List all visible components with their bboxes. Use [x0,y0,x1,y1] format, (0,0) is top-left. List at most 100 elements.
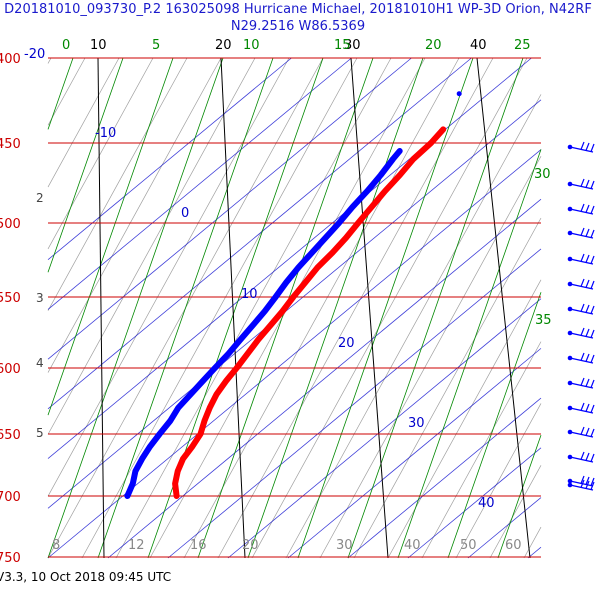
wind-barb-flag [580,327,585,336]
mixing-ratio-label: 25 [514,38,531,53]
moist-adiabat-line [47,57,352,310]
bottom-temperature-label: 50 [460,538,477,553]
wind-barb-flag [580,475,585,484]
dry-adiabat-line [353,217,542,559]
height-km-label: 3 [36,291,44,305]
wind-barb-flag [585,378,590,387]
mixing-ratio-line [247,57,424,559]
dry-adiabat-line [455,403,542,559]
moist-adiabat-line [47,57,292,261]
wind-barb-flag [590,453,595,462]
moist-adiabat-line [167,248,542,559]
mixing-ratio-label: 10 [243,38,260,53]
wind-barb-flag [585,228,590,237]
mixing-ratio-label: 15 [334,38,351,53]
dry-adiabat-line [47,57,120,188]
moist-adiabat-line [47,57,412,360]
wind-barb-flag [590,428,595,437]
wind-barbs [567,141,595,491]
wind-barb-flag [585,179,590,188]
wind-barb-icon [567,451,595,463]
wind-barb-icon [567,203,595,215]
dry-adiabat-line [47,57,256,435]
wind-barb-icon [567,377,595,389]
dry-adiabat-line [183,57,460,559]
wind-barb-flag [590,229,595,238]
mixing-ratio-label: 30 [534,167,551,182]
mixing-ratio-line [47,57,74,130]
top-isotherm-label: 40 [470,38,487,53]
wind-barb-flag [590,329,595,338]
mixing-ratio-label: 35 [535,313,552,328]
isobar-lines [48,57,541,558]
wind-barb-flag [590,354,595,363]
dry-adiabat-line [115,57,392,559]
bottom-temperature-label: 40 [404,538,421,553]
mixing-ratio-line [97,57,274,559]
height-km-label: 4 [36,356,44,370]
pressure-tick-label: 600 [0,362,21,377]
wind-barb-flag [585,204,590,213]
moist-adiabat-line [347,397,542,559]
wind-barb-flag [580,352,585,361]
pressure-tick-label: 450 [0,137,21,152]
dry-adiabat-line [47,57,86,126]
wind-barb-flag [585,304,590,313]
moist-adiabat-label: 10 [241,287,258,302]
dry-adiabat-line [251,57,528,559]
moist-adiabat-line [287,348,542,559]
wind-barb-icon [567,426,595,438]
pressure-tick-label: 550 [0,291,21,306]
sounding-series [124,91,462,499]
top-isotherm-label: 20 [215,38,232,53]
chart-subtitle: N29.2516 W86.5369 [230,19,366,34]
pressure-tick-label: 400 [0,52,21,67]
dry-adiabat-lines [47,57,542,559]
wind-barb-flag [580,141,585,150]
wind-barb-flag [585,328,590,337]
dry-adiabat-line [217,57,494,559]
moist-adiabat-label: 20 [338,336,355,351]
wind-barb-flag [585,427,590,436]
moist-adiabat-line [47,149,542,559]
wind-barb-icon [567,475,595,487]
moist-adiabat-label: 30 [408,416,425,431]
bottom-temperature-label: 60 [505,538,522,553]
wind-barb-flag [580,426,585,435]
bottom-temperature-label: 16 [190,538,207,553]
bottom-temperature-label: 20 [242,538,259,553]
wind-barb-flag [580,253,585,262]
wind-barb-flag [580,479,585,488]
wind-barb-flag [585,279,590,288]
wind-barb-flag [580,451,585,460]
wind-barb-icon [567,303,595,315]
wind-barb-flag [585,254,590,263]
wind-barb-flag [590,143,595,152]
wind-barb-icon [567,141,595,153]
moist-adiabat-line [47,57,472,410]
dry-adiabat-line [319,156,542,559]
bottom-temperature-label: 12 [128,538,145,553]
pressure-tick-label: 500 [0,217,21,232]
wind-barb-flag [590,180,595,189]
moist-adiabat-label: -20 [24,47,45,62]
wind-barb-flag [585,142,590,151]
moist-adiabat-label: 0 [181,206,189,221]
wind-barb-flag [580,203,585,212]
mixing-ratio-line [47,57,124,273]
wind-barb-flag [590,305,595,314]
mixing-ratio-line [497,435,542,559]
mixing-ratio-line [447,292,542,559]
wind-barb-flag [590,477,595,486]
dry-adiabat-line [81,57,358,559]
wind-barb-icon [567,227,595,239]
top-isotherm-label: 10 [90,38,107,53]
wind-barb-flag [580,377,585,386]
mixing-ratio-label: 5 [152,38,160,53]
wind-barb-icon [567,253,595,265]
bottom-temperature-label: 30 [336,538,353,553]
dry-adiabat-line [47,57,154,250]
wind-barb-icon [567,402,595,414]
mixing-ratio-label: 0 [62,38,70,53]
dry-adiabat-line [421,341,542,559]
